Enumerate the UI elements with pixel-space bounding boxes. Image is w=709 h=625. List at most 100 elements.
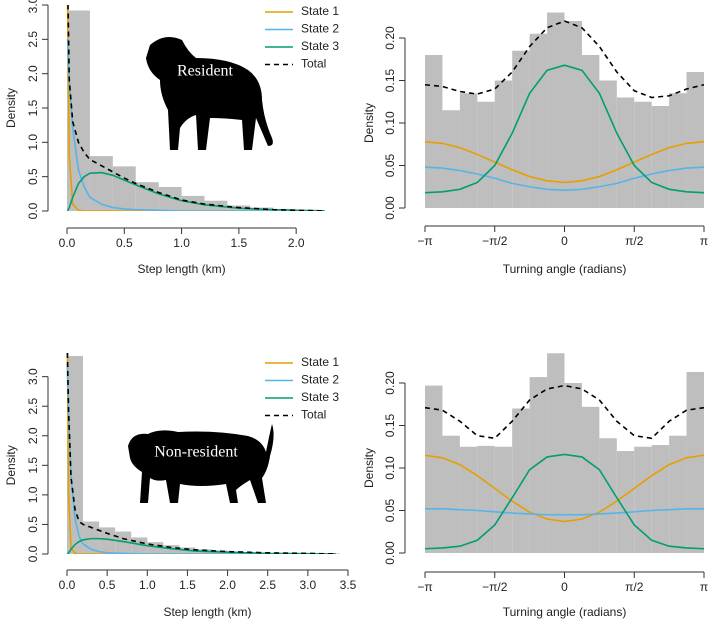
hist-bar [477, 101, 495, 208]
y-tick-label: 0.5 [26, 516, 40, 533]
x-tick-label: −π/2 [482, 580, 508, 594]
series-line [66, 353, 336, 554]
series-line [424, 166, 705, 191]
hist-bar [616, 97, 635, 208]
x-tick-label: −π/2 [482, 234, 508, 248]
series-line [424, 20, 705, 99]
y-tick-label: 0.20 [383, 371, 397, 395]
legend-label: State 3 [301, 39, 339, 53]
series-line [424, 384, 705, 440]
hist-bar [651, 106, 670, 208]
x-tick-label: −π [417, 234, 432, 248]
hist-bar [616, 451, 635, 553]
y-axis-title: Density [4, 445, 18, 485]
hist-bar [686, 72, 704, 208]
annotation: Resident [177, 63, 234, 80]
hist-bar [425, 385, 443, 553]
x-tick-label: 1.5 [231, 236, 248, 250]
legend-label: State 1 [301, 4, 339, 18]
lines [424, 384, 705, 550]
x-tick-label: 2.0 [288, 236, 305, 250]
x-tick-label: 1.0 [139, 578, 156, 592]
hist-bar [512, 408, 530, 553]
y-tick-label: 2.5 [26, 31, 40, 48]
hist-bar [115, 531, 132, 554]
x-tick-label: 1.0 [173, 236, 190, 250]
x-tick-label: 2.0 [219, 578, 236, 592]
series-line [66, 364, 336, 554]
x-axis-title: Step length (km) [138, 262, 226, 276]
hist-bar [442, 435, 460, 553]
series-line [424, 454, 705, 523]
y-tick-label: 3.0 [26, 0, 40, 13]
x-tick-label: 0.0 [59, 578, 76, 592]
series-line [424, 453, 705, 550]
x-tick-label: π [700, 580, 708, 594]
resident-silhouette [146, 36, 273, 151]
y-tick-label: 3.0 [26, 368, 40, 385]
y-tick-label: 1.0 [26, 486, 40, 503]
y-tick-label: 2.0 [26, 65, 40, 82]
y-tick-label: 0.20 [383, 26, 397, 50]
series-line [67, 5, 325, 211]
hist-bar [599, 438, 617, 553]
y-tick-label: 0.5 [26, 168, 40, 185]
hist-bar [494, 80, 513, 208]
hist-bar [512, 50, 530, 208]
hist-bar [634, 101, 652, 208]
y-tick-label: 0.10 [383, 456, 397, 480]
y-tick-label: 0.0 [26, 202, 40, 219]
y-tick-label: 2.5 [26, 398, 40, 415]
panel: −π −π/2 0 π/2 π Turning angle (radians) 0.00 0.… [362, 353, 708, 619]
series-line [424, 140, 705, 184]
y-tick-label: 1.5 [26, 99, 40, 116]
x-tick-label: 2.5 [259, 578, 276, 592]
hist-bar [564, 21, 582, 208]
hist-bar [158, 186, 182, 211]
lines [66, 5, 325, 211]
legend-label: State 1 [301, 355, 339, 369]
x-axis-title: Turning angle (radians) [503, 262, 627, 276]
hist-bar [634, 446, 652, 553]
hist-bar [581, 406, 600, 553]
hist-bar [67, 10, 90, 212]
series-line [66, 171, 325, 211]
hist-bar [651, 445, 670, 553]
y-tick-label: 0.15 [383, 413, 397, 437]
hist-bar [477, 445, 495, 553]
hist-bar [599, 80, 617, 208]
y-axis-title: Density [4, 88, 18, 128]
legend-label: State 3 [301, 390, 339, 404]
y-tick-label: 1.5 [26, 457, 40, 474]
x-tick-label: π/2 [625, 234, 644, 248]
y-tick-label: 1.0 [26, 134, 40, 151]
legend-label: State 2 [301, 373, 339, 387]
x-tick-label: π [700, 234, 708, 248]
y-axis-title: Density [362, 448, 376, 488]
x-tick-label: 0 [561, 580, 568, 594]
hist-bar [581, 55, 600, 208]
lines [424, 20, 705, 194]
legend-label: Total [301, 57, 326, 71]
panel: 0.0 0.5 1.0 1.5 2.0 Step length (km) 0.0 0.5 1.0… [4, 0, 339, 276]
y-tick-label: 0.05 [383, 498, 397, 522]
hist-bar [529, 33, 548, 208]
x-tick-label: 0 [561, 234, 568, 248]
y-tick-label: 0.10 [383, 111, 397, 135]
series-line [66, 353, 336, 554]
series-line [66, 5, 325, 211]
x-tick-label: −π [417, 580, 432, 594]
hist-bar [163, 545, 180, 554]
y-tick-label: 0.00 [383, 196, 397, 220]
x-tick-label: 0.0 [59, 236, 76, 250]
annotation: Non-resident [154, 444, 238, 461]
x-axis-title: Turning angle (radians) [503, 605, 627, 619]
series-line [66, 39, 325, 211]
y-axis-title: Density [362, 103, 376, 143]
series-line [424, 64, 705, 194]
hist-bar [425, 55, 443, 208]
hist-bar [564, 383, 582, 553]
hist-bar [686, 371, 704, 553]
hist-bar [99, 527, 116, 554]
